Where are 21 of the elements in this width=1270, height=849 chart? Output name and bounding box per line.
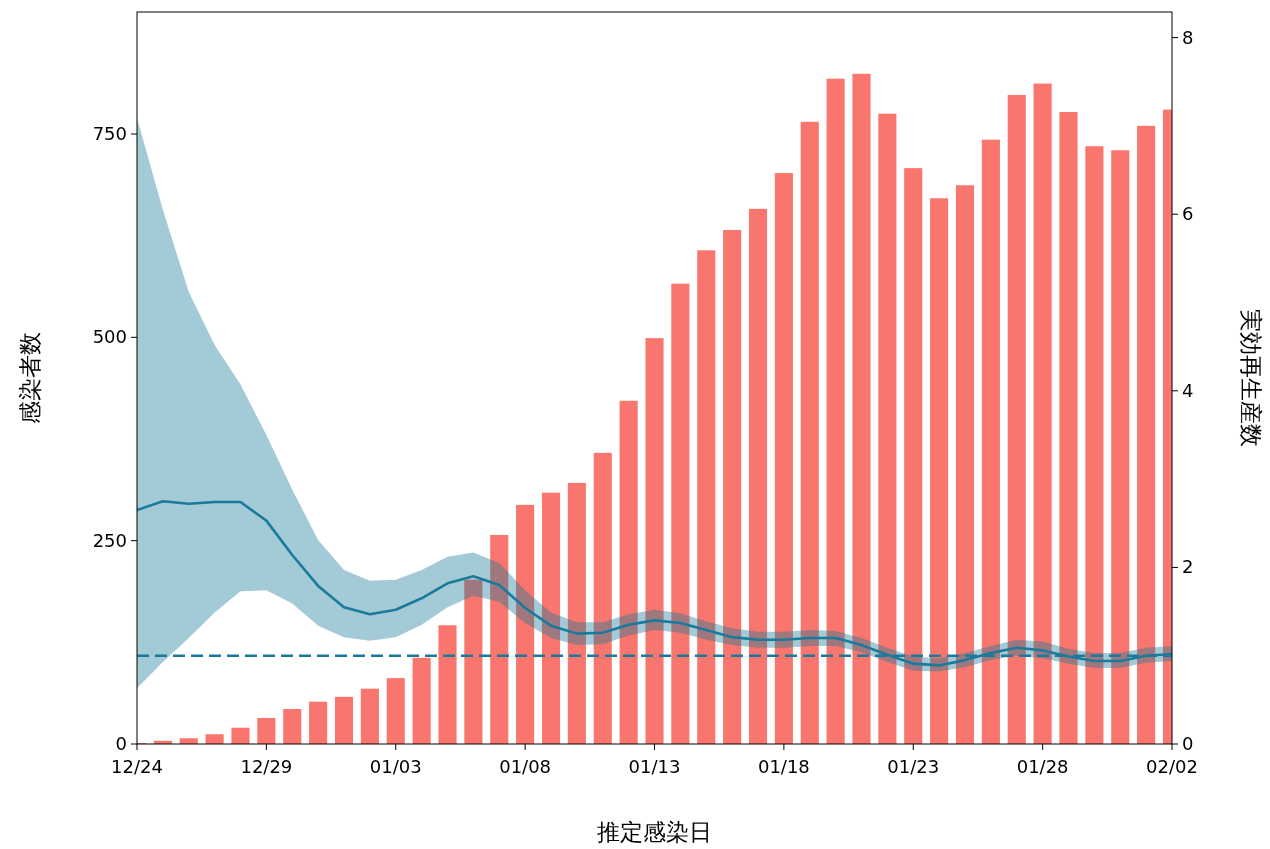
y-axis-title: 感染者数 <box>17 332 43 424</box>
y-tick-label: 250 <box>92 529 127 551</box>
x-tick-label: 01/18 <box>757 756 810 777</box>
y-tick-label: 500 <box>92 326 127 348</box>
y-tick-label: 0 <box>115 733 127 754</box>
y2-axis-title: 実効再生産数 <box>1238 309 1264 447</box>
y2-tick-label: 2 <box>1182 556 1194 578</box>
x-tick-label: 01/08 <box>499 756 552 777</box>
x-tick-label: 12/29 <box>240 756 293 777</box>
x-tick-label: 01/13 <box>628 756 681 777</box>
y2-tick-label: 8 <box>1182 26 1194 48</box>
y2-tick-label: 6 <box>1182 203 1194 225</box>
x-tick-label: 01/03 <box>369 756 422 777</box>
x-tick-label: 02/02 <box>1146 756 1198 777</box>
y2-tick-label: 0 <box>1182 733 1194 754</box>
x-tick-label: 01/23 <box>887 756 940 777</box>
y-tick-label: 750 <box>92 123 127 144</box>
x-tick-label: 12/24 <box>111 756 163 777</box>
x-tick-label: 01/28 <box>1016 756 1069 777</box>
y2-tick-label: 4 <box>1182 379 1194 401</box>
x-axis-title: 推定感染日 <box>597 819 712 845</box>
